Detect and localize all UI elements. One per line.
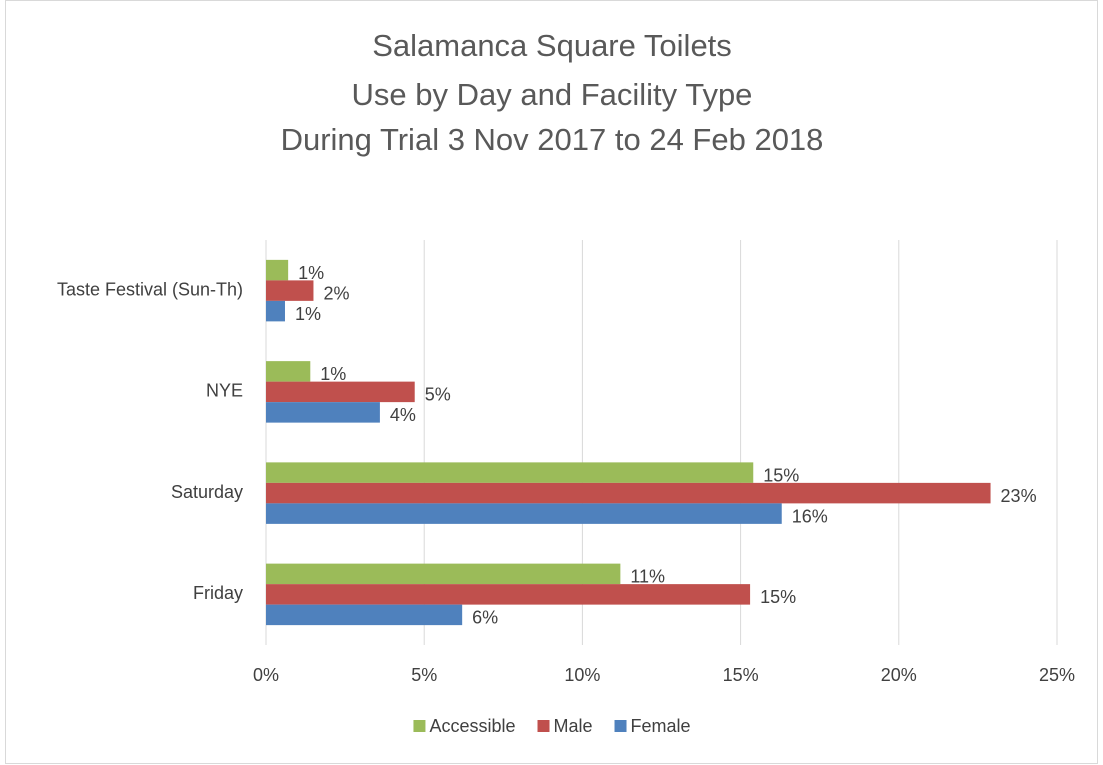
legend-swatch [413, 720, 426, 732]
legend-label: Male [554, 716, 593, 736]
bar [266, 300, 285, 322]
bar [266, 280, 314, 301]
data-label: 1% [320, 364, 346, 384]
data-label: 5% [425, 385, 451, 405]
x-tick-label: 25% [1039, 665, 1075, 685]
data-label: 23% [1001, 486, 1037, 506]
x-tick-label: 15% [723, 665, 759, 685]
chart-border [5, 0, 1098, 764]
y-tick-label: Friday [193, 583, 243, 603]
legend-label: Female [631, 716, 691, 736]
bar [266, 361, 311, 382]
legend-swatch [537, 720, 550, 732]
chart-title: Use by Day and Facility Type [352, 77, 753, 112]
data-label: 4% [390, 405, 416, 425]
bar [266, 604, 463, 626]
chart-title: During Trial 3 Nov 2017 to 24 Feb 2018 [281, 122, 824, 157]
data-label: 16% [792, 506, 828, 526]
bar [266, 381, 415, 403]
bar [266, 402, 380, 423]
data-label: 1% [298, 263, 324, 283]
bar [266, 503, 782, 524]
chart-title: Salamanca Square Toilets [372, 28, 732, 63]
legend-swatch [614, 720, 627, 732]
bar [266, 482, 991, 504]
data-label: 1% [295, 304, 321, 324]
bar [266, 584, 751, 605]
bar [266, 462, 754, 483]
data-label: 15% [763, 465, 799, 485]
bar [266, 563, 621, 585]
data-label: 2% [323, 283, 349, 303]
x-tick-label: 20% [881, 665, 917, 685]
y-tick-label: NYE [206, 381, 243, 401]
x-tick-label: 10% [564, 665, 600, 685]
bar [266, 259, 289, 281]
y-tick-label: Taste Festival (Sun-Th) [57, 279, 243, 299]
data-label: 6% [472, 608, 498, 628]
x-tick-label: 0% [253, 665, 279, 685]
legend-label: Accessible [429, 716, 515, 736]
x-tick-label: 5% [411, 665, 437, 685]
data-label: 15% [760, 587, 796, 607]
data-label: 11% [630, 567, 665, 587]
y-tick-label: Saturday [171, 482, 243, 502]
